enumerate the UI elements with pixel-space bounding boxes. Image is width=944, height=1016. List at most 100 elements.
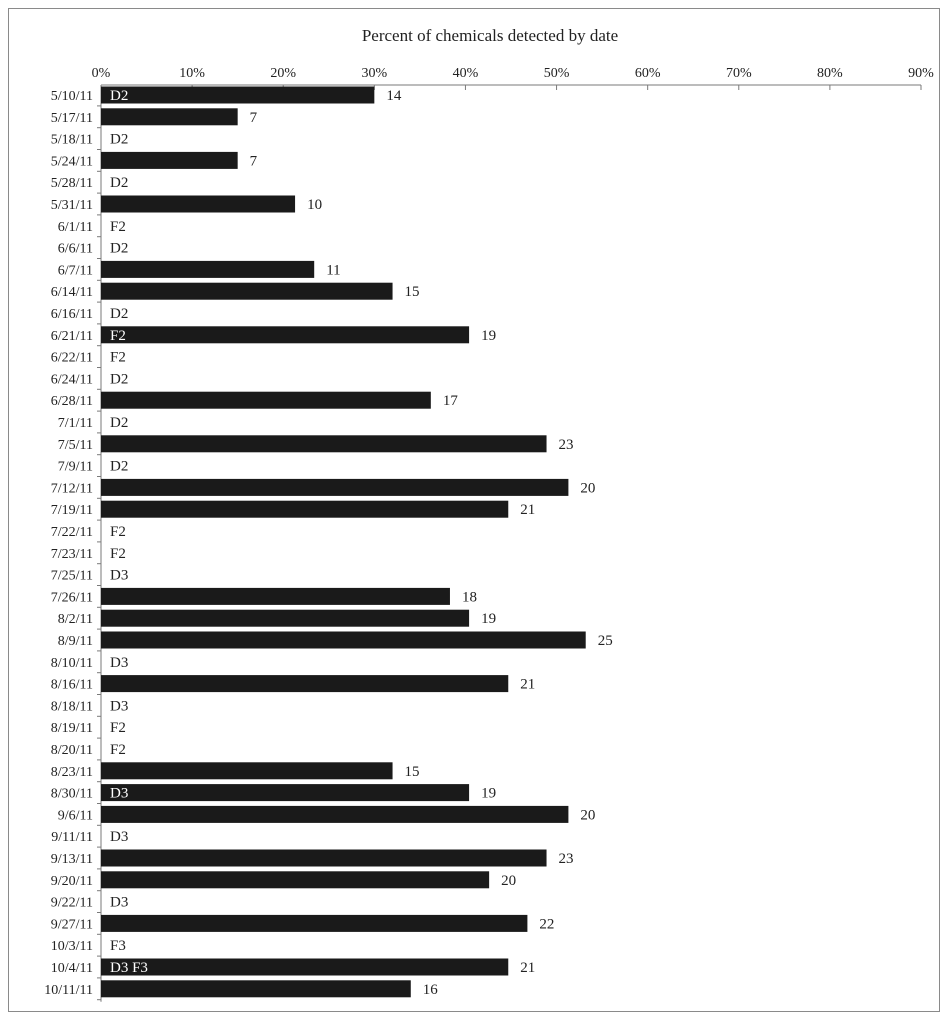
note-label: F2 (110, 742, 126, 758)
date-label: 8/20/11 (51, 743, 93, 758)
count-label: 23 (559, 851, 574, 867)
x-axis: 0% 10% 20% 30% 40% 50% 60% 70% 80% 90% (92, 66, 934, 90)
note-label: D2 (110, 175, 128, 191)
bar (101, 784, 470, 802)
count-label: 23 (559, 437, 574, 453)
x-tick-label: 40% (453, 66, 479, 81)
date-label: 5/10/11 (51, 89, 93, 104)
bar (101, 326, 470, 344)
count-label: 20 (580, 807, 595, 823)
count-label: 15 (405, 764, 420, 780)
x-tick-label: 70% (726, 66, 752, 81)
bar (101, 631, 586, 649)
date-label: 8/19/11 (51, 721, 93, 736)
count-label: 11 (326, 262, 340, 278)
bar (101, 675, 509, 693)
note-label: F3 (110, 938, 126, 954)
note-label: D2 (110, 415, 128, 431)
bar (101, 914, 528, 932)
date-label: 6/1/11 (58, 220, 93, 235)
count-label: 15 (405, 284, 420, 300)
count-label: 21 (520, 960, 535, 976)
count-label: 18 (462, 589, 477, 605)
bar (101, 391, 431, 409)
date-label: 6/28/11 (51, 394, 93, 409)
chart-title: Percent of chemicals detected by date (362, 26, 618, 45)
count-label: 20 (580, 480, 595, 496)
bar (101, 871, 490, 889)
count-label: 21 (520, 502, 535, 518)
bar (101, 478, 569, 496)
bar (101, 282, 393, 300)
note-label: D2 (110, 306, 128, 322)
note-label: D3 (110, 895, 128, 911)
date-label: 7/23/11 (51, 547, 93, 562)
count-label: 10 (307, 197, 322, 213)
bar (101, 151, 238, 169)
date-label: 6/14/11 (51, 285, 93, 300)
x-tick-label: 80% (817, 66, 843, 81)
date-label: 7/1/11 (58, 416, 93, 431)
date-label: 6/24/11 (51, 372, 93, 387)
note-label: D3 (110, 786, 128, 802)
date-label: 10/4/11 (51, 961, 93, 976)
bar (101, 762, 393, 780)
note-label: D3 F3 (110, 960, 148, 976)
bar (101, 805, 569, 823)
count-label: 20 (501, 873, 516, 889)
date-label: 8/10/11 (51, 656, 93, 671)
date-label: 7/22/11 (51, 525, 93, 540)
bar (101, 108, 238, 126)
bar (101, 500, 509, 518)
chart-frame: Percent of chemicals detected by date 0%… (8, 8, 940, 1012)
date-label: 5/28/11 (51, 176, 93, 191)
bar (101, 849, 547, 867)
bar (101, 435, 547, 453)
date-label: 9/11/11 (51, 830, 93, 845)
date-label: 6/21/11 (51, 329, 93, 344)
date-label: 5/31/11 (51, 198, 93, 213)
note-label: D3 (110, 568, 128, 584)
date-label: 10/11/11 (44, 983, 93, 998)
date-label: 7/12/11 (51, 481, 93, 496)
note-label: F2 (110, 219, 126, 235)
date-label: 5/24/11 (51, 154, 93, 169)
date-label: 8/18/11 (51, 699, 93, 714)
bar (101, 980, 411, 998)
note-label: D3 (110, 829, 128, 845)
count-label: 16 (423, 982, 439, 998)
note-label: F2 (110, 524, 126, 540)
date-label: 6/16/11 (51, 307, 93, 322)
date-label: 6/22/11 (51, 351, 93, 366)
note-label: D3 (110, 655, 128, 671)
x-tick-label: 60% (635, 66, 661, 81)
date-label: 10/3/11 (51, 939, 93, 954)
date-label: 7/9/11 (58, 460, 93, 475)
bar (101, 195, 296, 213)
date-label: 9/27/11 (51, 917, 93, 932)
note-label: D2 (110, 371, 128, 387)
date-label: 8/23/11 (51, 765, 93, 780)
date-label: 9/6/11 (58, 808, 93, 823)
note-label: F2 (110, 720, 126, 736)
labels: 14 D2 7 D2 7 D2 10 F2 D2 11 15 D2 19 F2 F2 D2 17 D2 23 D2 20… (110, 88, 613, 998)
date-label: 7/19/11 (51, 503, 93, 518)
note-label: F2 (110, 546, 126, 562)
x-tick-label: 0% (92, 66, 111, 81)
count-label: 19 (481, 328, 496, 344)
date-label: 9/13/11 (51, 852, 93, 867)
date-label: 6/7/11 (58, 263, 93, 278)
x-tick-label: 10% (179, 66, 205, 81)
date-label: 5/18/11 (51, 133, 93, 148)
x-tick-label: 30% (361, 66, 387, 81)
date-label: 8/2/11 (58, 612, 93, 627)
date-label: 7/25/11 (51, 569, 93, 584)
x-tick-label: 90% (908, 66, 934, 81)
note-label: F2 (110, 328, 126, 344)
date-label: 7/5/11 (58, 438, 93, 453)
count-label: 17 (443, 393, 459, 409)
note-label: F2 (110, 350, 126, 366)
note-label: D3 (110, 698, 128, 714)
date-label: 5/17/11 (51, 111, 93, 126)
date-label: 7/26/11 (51, 590, 93, 605)
